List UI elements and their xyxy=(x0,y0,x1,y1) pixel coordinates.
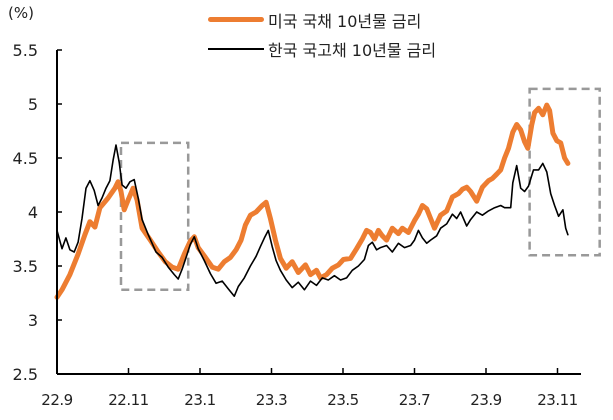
x-tick-label: 23.5 xyxy=(327,391,358,409)
legend-swatch-kr xyxy=(208,47,264,50)
y-tick-label: 3 xyxy=(28,311,38,330)
x-tick-label: 22.9 xyxy=(41,391,72,409)
axes: 2.5 3 3.5 4 4.5 5 5.5 22.9 22.11 23.1 23.3 23.5 23.7… xyxy=(13,41,581,409)
y-tick-label: 4 xyxy=(28,203,38,222)
legend: 미국 국채 10년물 금리 한국 국고채 10년물 금리 xyxy=(208,5,436,63)
x-tick-label: 23.1 xyxy=(184,391,215,409)
dashed-box-1 xyxy=(119,141,190,292)
legend-item-kr: 한국 국고채 10년물 금리 xyxy=(208,34,436,63)
series-lines xyxy=(54,102,571,300)
series-line-kr xyxy=(56,144,569,298)
dashed-highlight-boxes xyxy=(119,87,601,292)
y-axis-unit-label: (%) xyxy=(8,4,34,22)
x-tick-label: 23.9 xyxy=(470,391,501,409)
legend-swatch-us xyxy=(208,17,264,22)
series-line-us xyxy=(54,102,571,300)
y-tick-label: 2.5 xyxy=(13,365,38,384)
x-tick-label: 23.3 xyxy=(256,391,287,409)
legend-label-us: 미국 국채 10년물 금리 xyxy=(268,11,422,31)
x-tick-label: 23.11 xyxy=(537,391,577,409)
y-tick-label: 3.5 xyxy=(13,257,38,276)
x-tick-label: 22.11 xyxy=(108,391,148,409)
legend-item-us: 미국 국채 10년물 금리 xyxy=(208,5,436,34)
y-tick-label: 5.5 xyxy=(13,41,38,60)
y-tick-label: 5 xyxy=(28,95,38,114)
x-tick-label: 23.7 xyxy=(399,391,430,409)
y-tick-label: 4.5 xyxy=(13,149,38,168)
legend-label-kr: 한국 국고채 10년물 금리 xyxy=(268,40,437,60)
